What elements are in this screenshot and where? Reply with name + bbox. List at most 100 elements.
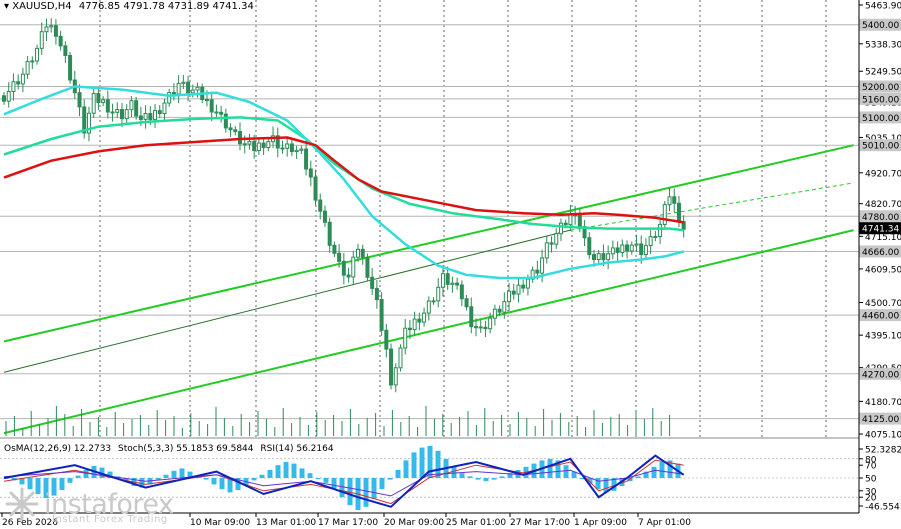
bull-candle: [440, 273, 445, 288]
time-tick-label: 1 Apr 09:00: [574, 518, 627, 528]
bear-candle: [464, 298, 469, 308]
bear-candle: [252, 140, 257, 151]
osma-histogram-bar: [603, 478, 609, 493]
bull-candle: [412, 318, 417, 331]
stoch-main-line: [3, 454, 685, 508]
stoch-label: Stoch(5,3,3) 55.1853 69.5844: [118, 444, 254, 454]
price-tick-label: 5035.10: [865, 134, 901, 144]
key-level-box: [859, 309, 901, 322]
osma-histogram-bar: [187, 471, 193, 478]
bear-candle: [204, 98, 209, 101]
channel-upper-line: [3, 144, 854, 343]
time-axis: 26 Feb 2026 10 Mar 09:00 13 Mar 01:00 17 Ma…: [0, 512, 859, 528]
key-level-label: 4460.00: [862, 312, 899, 322]
bull-candle: [507, 290, 512, 303]
osma-histogram-bar: [643, 471, 649, 478]
time-tick-label: 13 Mar 01:00: [256, 518, 316, 528]
osc-tick-label: 30: [865, 487, 877, 497]
bull-candle: [422, 312, 427, 323]
bull-candle: [540, 257, 545, 274]
bear-candle: [615, 247, 620, 253]
osma-histogram-bar: [611, 478, 617, 491]
osma-histogram-bar: [667, 460, 673, 478]
bear-candle: [261, 142, 266, 149]
osc-tick-label: 80: [865, 455, 877, 465]
bull-candle: [643, 245, 648, 256]
bull-candle: [35, 47, 40, 62]
bull-candle: [596, 253, 601, 261]
price-tick-label: 4609.50: [865, 265, 901, 275]
osma-histogram-bar: [307, 473, 313, 478]
osma-histogram-bar: [211, 478, 217, 485]
osma-histogram-bar: [507, 473, 513, 478]
bull-candle: [634, 243, 639, 246]
bear-candle: [134, 100, 139, 117]
osma-histogram-bar: [251, 478, 257, 481]
osma-histogram-bar: [163, 474, 169, 478]
bull-candle: [6, 90, 11, 102]
osc-tick-label: 70: [865, 462, 877, 472]
bull-candle: [488, 317, 493, 330]
osma-histogram-bar: [259, 474, 265, 478]
bear-candle: [209, 99, 214, 113]
osma-histogram-bar: [347, 478, 353, 506]
osma-histogram-bar: [363, 478, 369, 507]
bear-candle: [157, 110, 162, 115]
bull-candle: [516, 284, 521, 295]
bull-candle: [620, 244, 625, 253]
osma-histogram-bar: [59, 478, 65, 490]
osma-histogram-bar: [467, 476, 473, 478]
price-tick-label: 4075.10: [865, 431, 901, 441]
osma-histogram-bar: [203, 478, 209, 480]
bear-candle: [587, 237, 592, 256]
bear-candle: [214, 111, 219, 114]
key-level-box: [859, 412, 901, 425]
bear-candle: [346, 274, 351, 278]
bear-candle: [474, 326, 478, 329]
osma-histogram-bar: [35, 478, 41, 494]
time-tick-label: 20 Mar 09:00: [384, 518, 444, 528]
osma-histogram-bar: [579, 478, 585, 479]
bear-candle: [384, 329, 389, 350]
osma-histogram-bar: [475, 478, 481, 480]
bear-candle: [379, 299, 384, 331]
price-axis: 5463.905338.305249.505149.105035.104920.…: [859, 2, 901, 513]
chart-collapse-icon[interactable]: ▾: [4, 1, 10, 12]
osc-tick-label: 20: [865, 494, 877, 504]
bear-candle: [341, 260, 346, 276]
bear-candle: [332, 244, 337, 254]
bull-candle: [398, 347, 403, 369]
bear-candle: [96, 92, 101, 104]
bear-candle: [105, 99, 110, 113]
bear-candle: [337, 252, 342, 262]
osma-histogram-bar: [235, 478, 241, 490]
bear-candle: [577, 214, 582, 228]
bull-candle: [86, 112, 91, 134]
osma-histogram-bar: [547, 458, 553, 478]
bear-candle: [304, 148, 309, 170]
main-pane: [0, 0, 859, 437]
ma-red-line: [3, 136, 684, 224]
key-level-box: [859, 92, 901, 105]
bear-candle: [478, 326, 483, 329]
bear-candle: [592, 254, 596, 261]
bear-candle: [53, 25, 58, 37]
channel-lower-line: [3, 229, 854, 435]
key-level-box: [859, 111, 901, 124]
bear-candle: [469, 306, 474, 328]
osc-tick-label: -46.5541: [865, 503, 901, 513]
bull-candle: [115, 109, 120, 113]
osma-histogram-bar: [75, 475, 81, 478]
bull-candle: [648, 236, 653, 247]
osma-histogram-bar: [651, 466, 657, 478]
bear-candle: [219, 111, 224, 115]
bear-candle: [497, 308, 502, 313]
key-level-box: [859, 210, 901, 223]
bear-candle: [2, 95, 6, 102]
osma-histogram-bar: [403, 460, 409, 478]
bear-candle: [511, 290, 516, 295]
price-tick-label: 4395.10: [865, 332, 901, 342]
bull-candle: [568, 213, 573, 226]
key-level-box: [859, 18, 901, 31]
bull-candle: [39, 31, 44, 49]
